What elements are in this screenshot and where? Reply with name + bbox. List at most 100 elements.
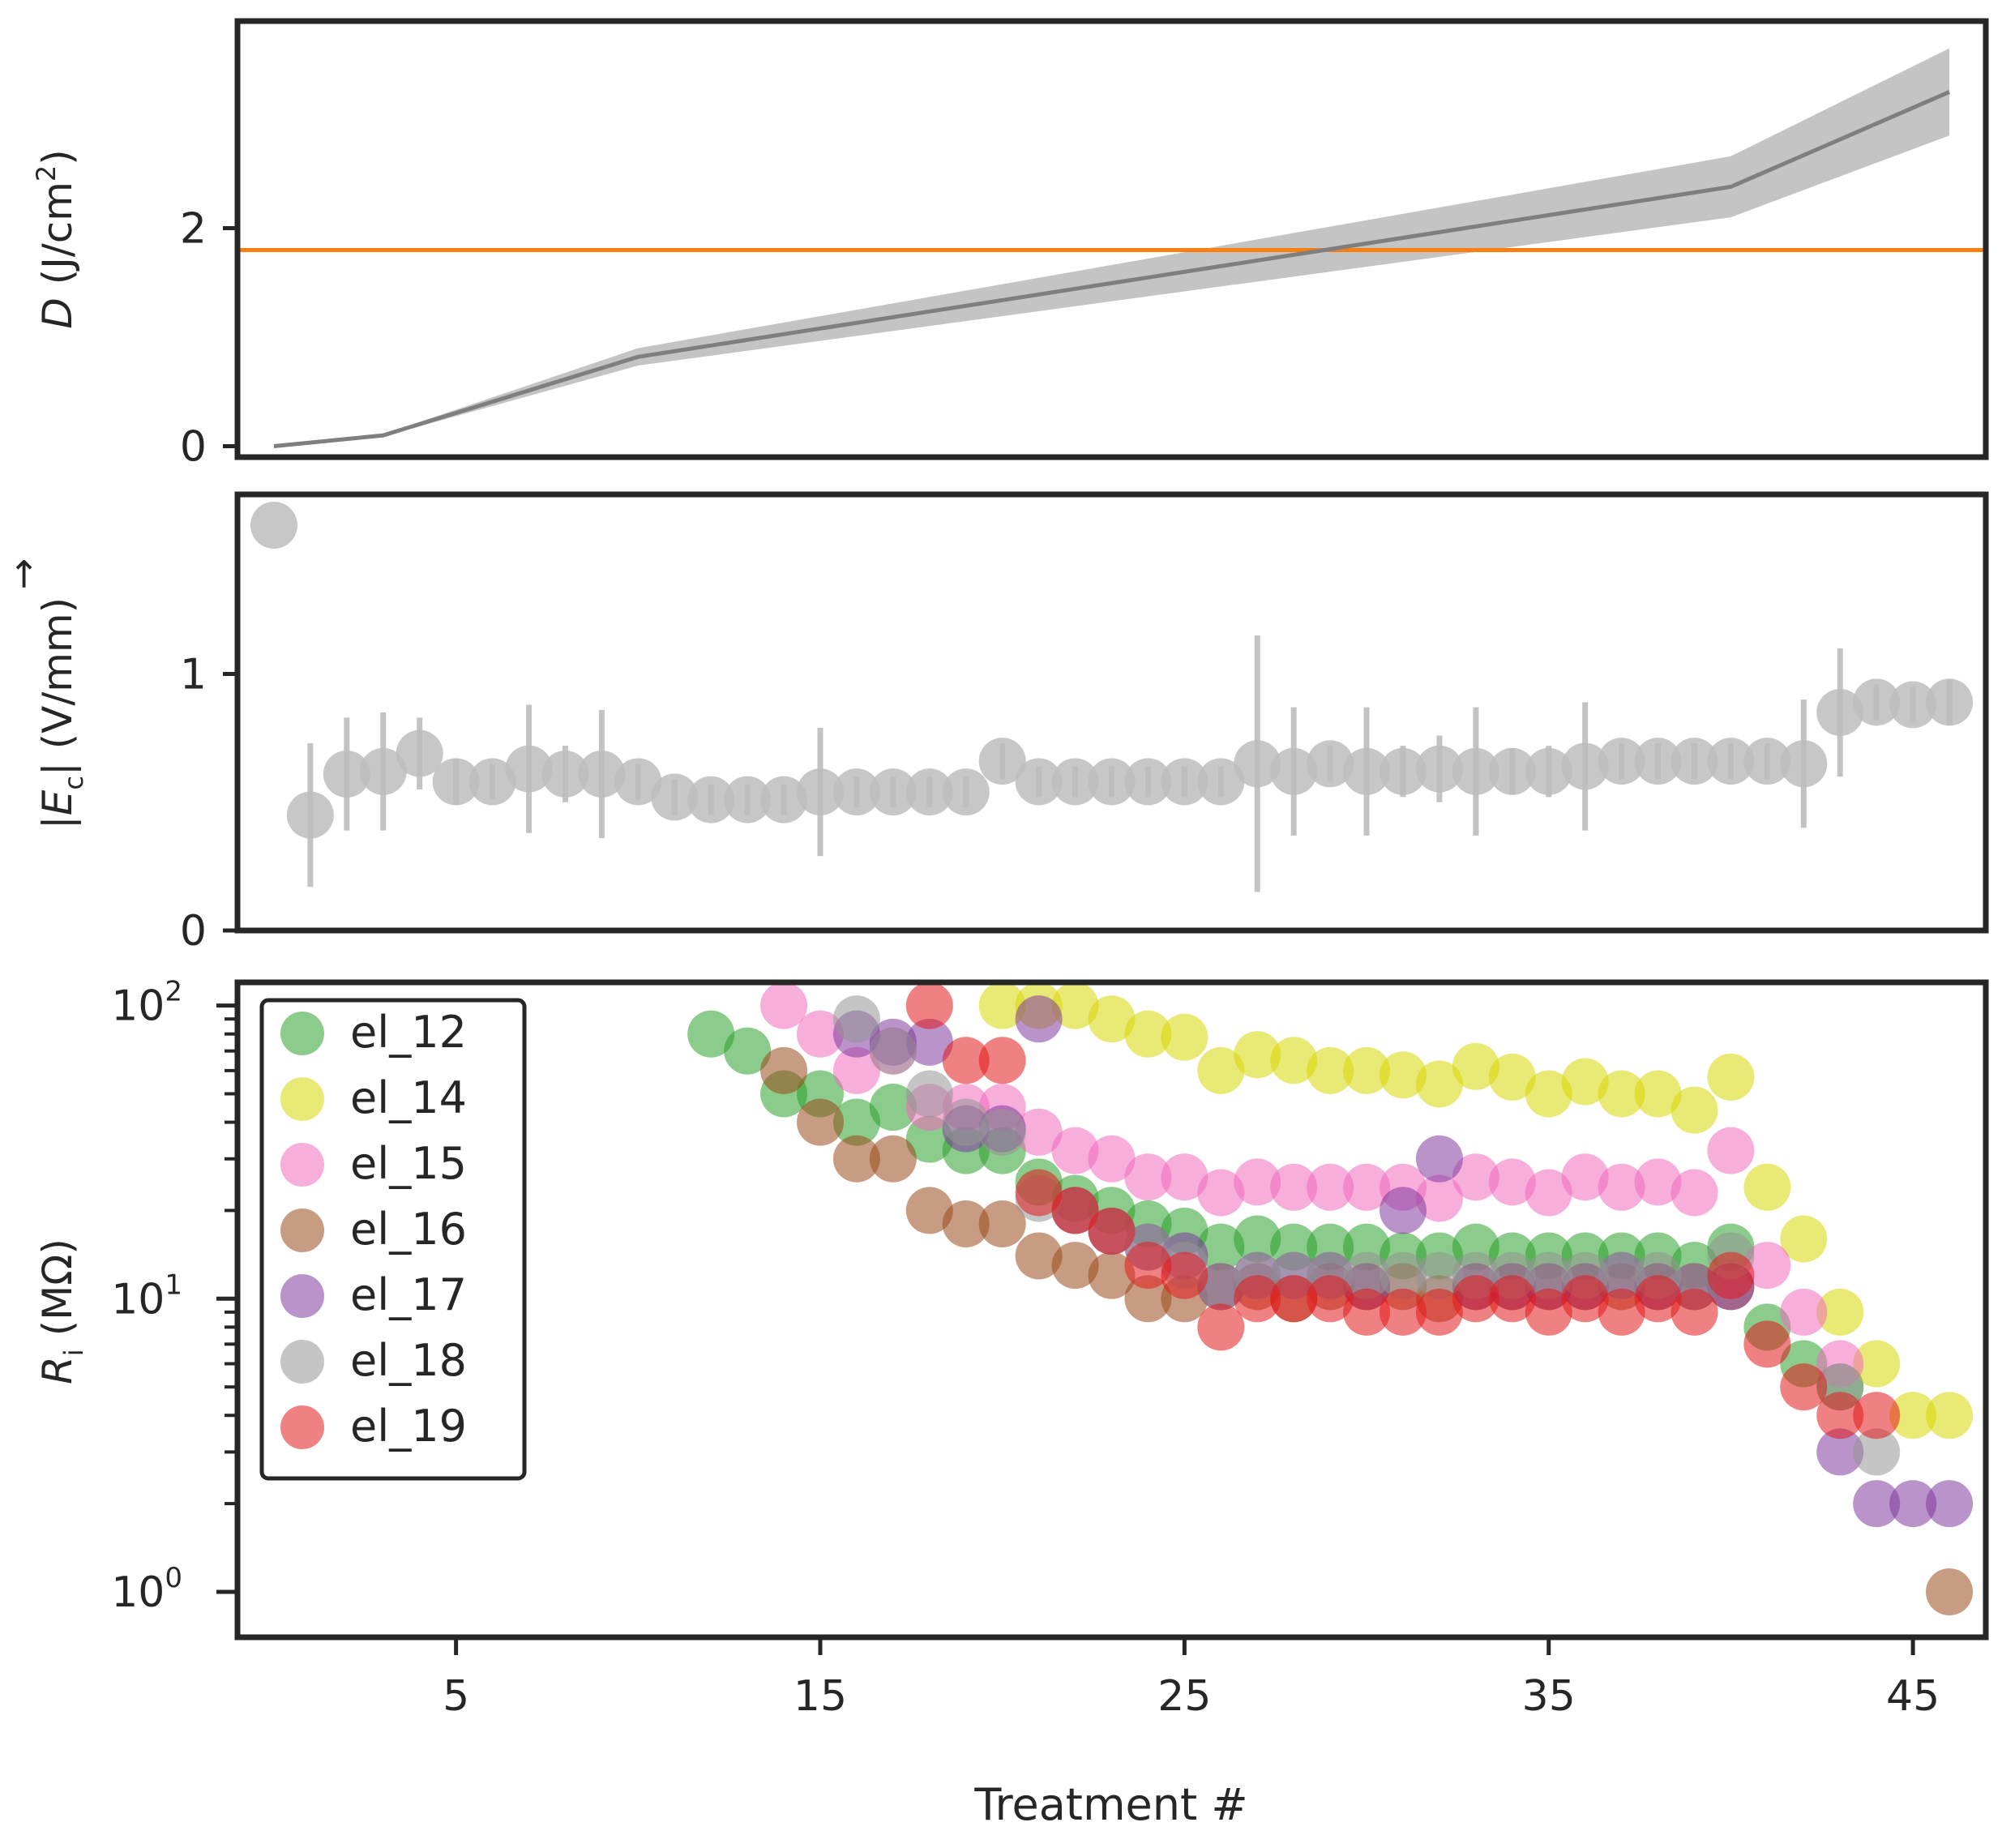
point-el_14 [1634,1070,1682,1118]
y-tick-label-middle: 1 [180,651,207,699]
point-el_16 [832,1135,880,1183]
point-el_15 [760,982,808,1029]
point-el_12 [832,1098,880,1146]
y-axis-label-top: D (J/cm2) [31,149,81,329]
ec-point [396,729,443,777]
legend-marker-el_12 [280,1012,324,1055]
point-el_16 [942,1200,990,1247]
ec-point [1270,747,1318,795]
y-tick-label-top: 2 [180,205,207,254]
legend-marker-el_15 [280,1143,324,1187]
ylabel-bot-unit: (MΩ) [34,1238,81,1349]
point-el_12 [869,1084,917,1131]
legend-label-el_12: el_12 [350,1007,467,1058]
point-el_18 [1525,1251,1572,1299]
ec-point [1743,738,1791,785]
point-el_14 [1561,1058,1609,1106]
ec-point [505,745,553,793]
point-el_15 [1234,1158,1281,1206]
point-el_15 [832,1046,880,1094]
point-el_19 [1561,1275,1609,1323]
legend-marker-el_19 [280,1405,324,1449]
point-el_15 [1525,1169,1572,1217]
point-el_18 [942,1098,990,1146]
point-el_18 [1598,1251,1645,1299]
point-el_18 [1197,1263,1245,1311]
point-el_14 [978,982,1026,1029]
point-el_14 [1525,1070,1572,1118]
ec-point [1525,747,1572,795]
point-el_18 [832,995,880,1043]
point-el_19 [1088,1207,1136,1255]
point-el_15 [1015,1108,1063,1156]
point-el_14 [1743,1163,1791,1211]
point-el_18 [1853,1428,1901,1476]
point-el_15 [1088,1135,1136,1183]
mean-dose-line [273,90,1951,449]
point-el_14 [1452,1042,1499,1090]
panel-top: 02 D (J/cm2) [31,18,1989,472]
point-el_14 [1598,1070,1645,1118]
point-el_17 [1926,1480,1974,1528]
ec-point [1889,681,1937,729]
ec-point [724,776,772,823]
confidence-band [273,48,1950,447]
ec-point [687,776,735,823]
ylabel-top-var: D [34,297,81,329]
legend-label-el_15: el_15 [350,1138,467,1189]
ec-point [1197,758,1245,806]
point-el_19 [1161,1251,1208,1299]
ec-point [359,747,407,795]
ec-point [1343,747,1391,795]
point-el_19 [1234,1275,1281,1323]
ec-point [1598,738,1645,785]
point-el_19 [1380,1288,1427,1336]
legend-marker-el_16 [280,1208,324,1252]
point-el_15 [1051,1127,1099,1174]
point-el_12 [1197,1223,1245,1271]
ec-point [1234,740,1281,788]
legend-box [259,998,527,1481]
axes-frame-middle [234,491,1989,934]
point-el_14 [1051,982,1099,1029]
point-el_14 [1380,1051,1427,1099]
ec-point [942,768,990,816]
ec-point [1415,745,1463,793]
axes-frame-bottom [234,979,1989,1641]
y-tick-label-bottom: 102 [111,976,182,1031]
ec-point [905,768,953,816]
ec-point [832,768,880,816]
ec-point [1561,742,1609,790]
ec-point [1015,758,1063,806]
ec-point [1307,740,1354,788]
x-tick-label: 45 [1886,1672,1940,1721]
y-tick-label-bottom: 100 [111,1562,182,1617]
point-el_17 [1380,1187,1427,1234]
legend-label-el_19: el_19 [350,1401,467,1452]
legend-label-el_18: el_18 [350,1335,467,1386]
point-el_15 [1780,1288,1828,1336]
ec-point [1124,758,1172,806]
point-el_15 [1488,1158,1536,1206]
point-el_15 [1561,1153,1609,1201]
point-el_15 [1743,1242,1791,1290]
ylabel-bot-var: R [34,1356,81,1384]
point-el_19 [1270,1275,1318,1323]
ylabel-mid-arrow: → [1,558,45,590]
point-el_18 [1343,1251,1391,1299]
legend-label-el_14: el_14 [350,1072,467,1123]
legend-label-el_17: el_17 [350,1269,467,1320]
point-el_14 [1197,1046,1245,1094]
ec-point [286,791,334,839]
ec-point [1707,738,1755,785]
ec-point [1780,740,1828,788]
point-el_18 [1415,1251,1463,1299]
y-axis-label-middle: |Ec| (V/mm) [34,597,89,829]
ylabel-bot-sub: i [58,1349,89,1356]
panel-middle: 01 |Ec| (V/mm) → [1,491,1989,956]
point-el_14 [1234,1031,1281,1079]
point-el_16 [978,1200,1026,1247]
ec-point [1088,758,1136,806]
ec-point [1634,738,1682,785]
